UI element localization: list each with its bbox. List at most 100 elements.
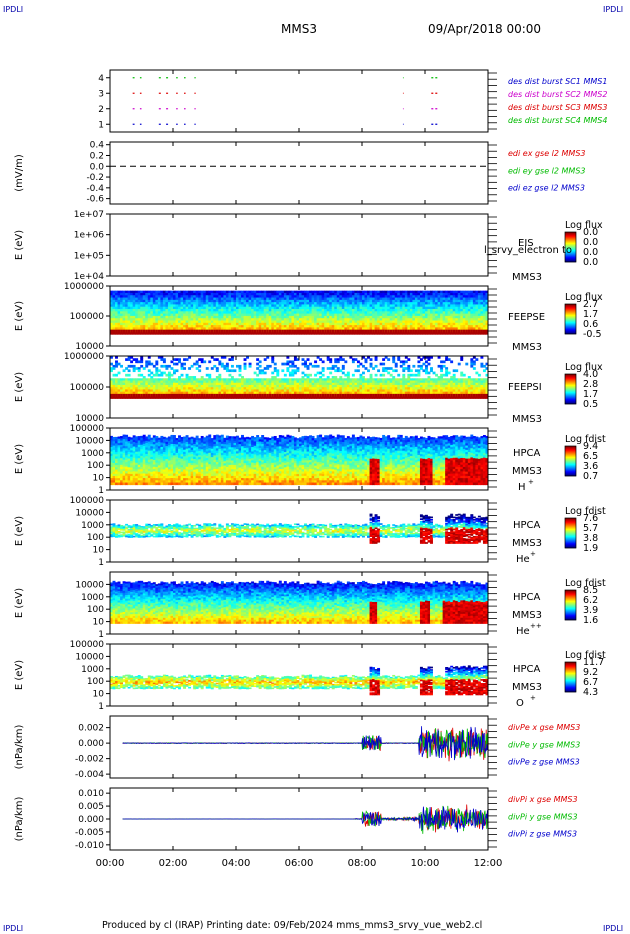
spectrogram-cell xyxy=(321,320,325,324)
spectrogram-cell xyxy=(356,329,360,335)
spectrogram-cell xyxy=(173,325,176,328)
spectrogram-cell xyxy=(170,320,174,324)
spectrogram-cell xyxy=(455,299,459,303)
spectrogram-cell xyxy=(218,290,222,294)
spectrogram-cell xyxy=(419,306,423,310)
spectrogram-cell xyxy=(152,318,156,321)
spectrogram-cell xyxy=(394,318,398,321)
spectrogram-cell xyxy=(407,367,411,370)
spectrogram-cell xyxy=(309,313,312,317)
spectrogram-cell xyxy=(321,387,325,390)
spectrogram-cell xyxy=(160,384,164,388)
spectrogram-cell xyxy=(125,378,129,381)
spectrogram-cell xyxy=(278,313,282,317)
spectrogram-cell xyxy=(379,378,383,381)
spectrogram-cell xyxy=(157,297,161,301)
spectrogram-cell xyxy=(155,378,159,381)
spectrogram-cell xyxy=(147,369,151,373)
spectrogram-cell xyxy=(213,311,217,315)
spectrogram-cell xyxy=(321,315,325,319)
spectrogram-cell xyxy=(392,306,396,310)
spectrogram-cell xyxy=(477,327,481,331)
spectrogram-cell xyxy=(321,389,325,393)
spectrogram-cell xyxy=(170,387,174,390)
spectrogram-cell xyxy=(283,325,287,328)
spectrogram-cell xyxy=(341,358,345,361)
spectrogram-cell xyxy=(472,362,476,366)
spectrogram-cell xyxy=(205,292,209,296)
spectrogram-cell xyxy=(263,387,267,390)
spectrogram-cell xyxy=(112,391,116,395)
spectrogram-cell xyxy=(394,306,398,310)
spectrogram-cell xyxy=(117,315,121,319)
spectrogram-cell xyxy=(354,391,358,395)
spectrogram-cell xyxy=(253,327,257,331)
spectrogram-cell xyxy=(137,306,141,310)
spectrogram-cell xyxy=(215,304,219,308)
spectrogram-cell xyxy=(215,322,219,326)
spectrogram-cell xyxy=(354,382,358,386)
spectrogram-cell xyxy=(218,387,222,390)
spectrogram-cell xyxy=(256,302,260,305)
spectrogram-cell xyxy=(115,292,118,296)
spectrogram-cell xyxy=(326,393,330,399)
spectrogram-cell xyxy=(293,369,297,373)
spectrogram-cell xyxy=(180,327,184,331)
spectrogram-cell xyxy=(407,325,411,328)
spectrogram-cell xyxy=(236,387,239,390)
spectrogram-cell xyxy=(263,384,267,388)
colorbar-step xyxy=(565,331,576,333)
spectrogram-cell xyxy=(238,384,242,388)
spectrogram-cell xyxy=(442,295,446,299)
spectrogram-cell xyxy=(409,387,413,390)
spectrogram-cell xyxy=(369,387,373,390)
spectrogram-cell xyxy=(110,327,113,331)
spectrogram-cell xyxy=(135,380,139,384)
spectrogram-cell xyxy=(140,364,144,368)
spectrogram-cell xyxy=(145,295,149,299)
spectrogram-cell xyxy=(236,311,239,315)
spectrogram-cell xyxy=(127,380,131,384)
spectrogram-cell xyxy=(130,325,134,328)
spectrogram-cell xyxy=(311,391,315,395)
spectrogram-cell xyxy=(387,318,391,321)
spectrogram-cell xyxy=(162,313,166,317)
spectrogram-cell xyxy=(477,393,481,399)
spectrogram-cell xyxy=(152,325,156,328)
spectrogram-cell xyxy=(266,295,270,299)
spectrogram-cell xyxy=(351,311,355,315)
spectrogram-cell xyxy=(132,391,136,395)
spectrogram-cell xyxy=(127,389,131,393)
spectrogram-cell xyxy=(359,302,363,305)
spectrogram-cell xyxy=(167,309,171,312)
spectrogram-cell xyxy=(286,325,290,328)
y-tick-label: -0.4 xyxy=(86,184,104,194)
colorbar-step xyxy=(565,333,576,335)
spectrogram-cell xyxy=(437,315,441,319)
spectrogram-cell xyxy=(263,371,267,375)
spectrogram-cell xyxy=(157,329,161,335)
spectrogram-cell xyxy=(215,384,219,388)
spectrogram-cell xyxy=(162,384,166,388)
spectrogram-cell xyxy=(394,387,398,390)
spectrogram-cell xyxy=(374,380,378,384)
spectrogram-cell xyxy=(382,315,386,319)
spectrogram-cell xyxy=(125,318,129,321)
spectrogram-cell xyxy=(213,325,217,328)
spectrogram-cell xyxy=(349,389,353,393)
spectrogram-cell xyxy=(316,313,320,317)
spectrogram-cell xyxy=(440,327,444,331)
spectrogram-cell xyxy=(263,311,267,315)
spectrogram-cell xyxy=(155,393,159,399)
spectrogram-cell xyxy=(450,292,454,296)
spectrogram-cell xyxy=(412,304,416,308)
spectrogram-cell xyxy=(457,322,461,326)
spectrogram-cell xyxy=(115,318,118,321)
spectrogram-cell xyxy=(427,292,431,296)
spectrogram-cell xyxy=(110,315,113,319)
spectrogram-cell xyxy=(341,382,345,386)
spectrogram-cell xyxy=(127,325,131,328)
spectrogram-cell xyxy=(326,309,330,312)
spectrogram-cell xyxy=(452,304,456,308)
spectrogram-cell xyxy=(178,382,181,386)
